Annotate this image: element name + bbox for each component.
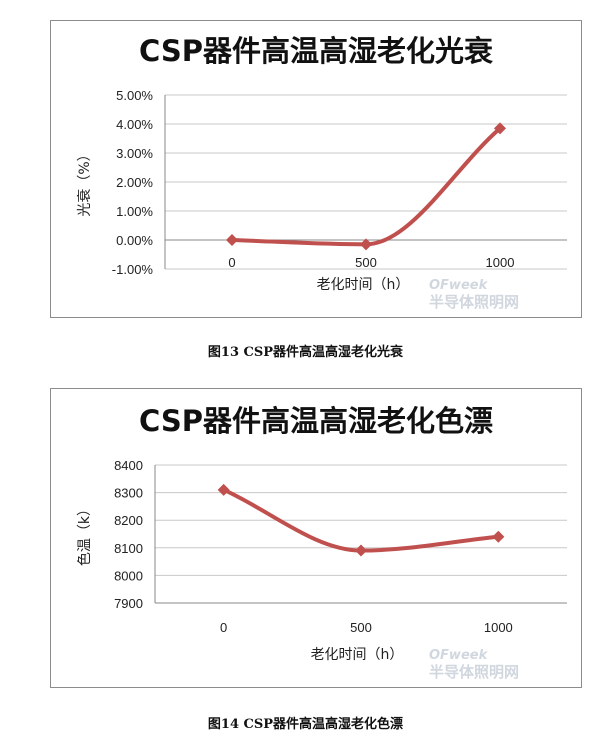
x-tick-label: 0: [228, 255, 235, 270]
y-tick-label: 4.00%: [116, 117, 153, 132]
y-tick-label: 8400: [114, 458, 143, 473]
y-tick-label: 3.00%: [116, 146, 153, 161]
y-tick-label: 0.00%: [116, 233, 153, 248]
y-axis-title: 色温（k）: [76, 502, 93, 566]
data-point-marker: [494, 122, 506, 135]
y-tick-label: -1.00%: [112, 262, 154, 277]
x-tick-label: 500: [350, 620, 372, 635]
x-tick-label: 500: [355, 255, 377, 270]
data-point-marker: [492, 530, 505, 543]
x-axis-title: 老化时间（h）: [311, 647, 404, 663]
y-tick-label: 8200: [114, 513, 143, 528]
chart-frame-color-shift: CSP器件高温高湿老化色漂 7900 8000 8100 8200 8300 8400 0 50…: [50, 388, 582, 688]
data-point-marker: [355, 544, 367, 557]
y-tick-label: 8000: [114, 568, 143, 583]
chart-frame-light-decay: CSP器件高温高湿老化光衰 -1.00% 0.00% 1.00% 2.00% 3.00% 4…: [50, 20, 582, 318]
watermark-logo: OFweek: [429, 648, 489, 663]
figure-caption-13: 图13 CSP器件高温高湿老化光衰: [207, 345, 404, 360]
data-point-marker: [360, 238, 372, 251]
x-tick-label: 0: [220, 620, 227, 635]
y-tick-label: 1.00%: [116, 204, 153, 219]
y-tick-label: 8300: [114, 486, 143, 501]
watermark-text: 半导体照明网: [429, 663, 519, 681]
x-axis-title: 老化时间（h）: [317, 277, 410, 293]
watermark-logo: OFweek: [429, 278, 489, 293]
y-axis-title: 光衰（%）: [76, 147, 93, 216]
series-line: [230, 126, 502, 247]
data-point-marker: [226, 234, 238, 246]
light-decay-chart: CSP器件高温高湿老化光衰 -1.00% 0.00% 1.00% 2.00% 3.00% 4…: [76, 34, 567, 311]
x-tick-label: 1000: [486, 255, 515, 270]
chart-title: CSP器件高温高湿老化色漂: [139, 404, 493, 438]
x-tick-label: 1000: [484, 620, 513, 635]
y-tick-label: 7900: [114, 596, 143, 611]
chart-title: CSP器件高温高湿老化光衰: [139, 34, 494, 68]
y-tick-label: 2.00%: [116, 175, 153, 190]
color-shift-chart: CSP器件高温高湿老化色漂 7900 8000 8100 8200 8300 8400 0 50…: [76, 404, 567, 681]
data-point-marker: [217, 483, 230, 496]
y-tick-label: 8100: [114, 541, 143, 556]
watermark-text: 半导体照明网: [429, 293, 519, 311]
figure-caption-14: 图14 CSP器件高温高湿老化色漂: [207, 717, 404, 732]
y-tick-label: 5.00%: [116, 88, 153, 103]
